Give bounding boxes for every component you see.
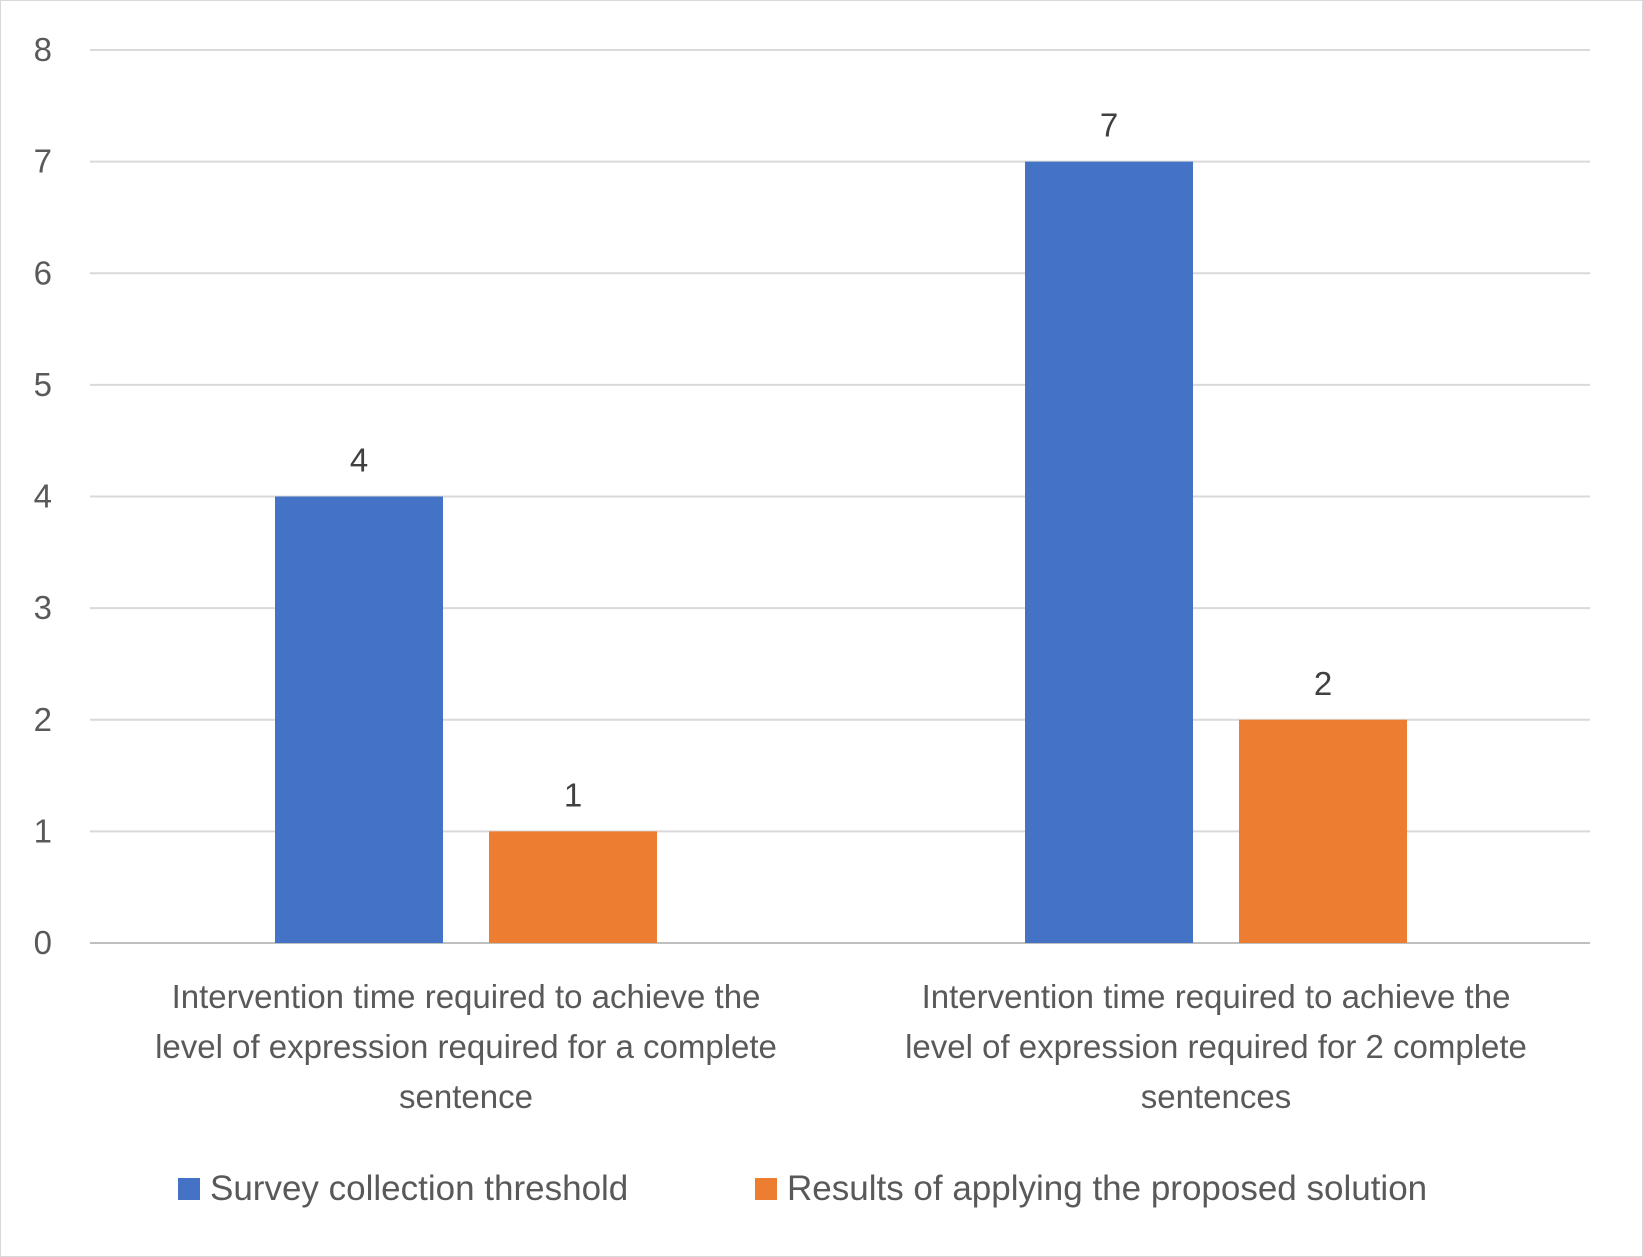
bar-results-1 [1239,719,1407,943]
data-label: 1 [564,776,582,813]
y-tick-label: 1 [34,812,52,849]
data-label: 7 [1100,107,1118,144]
category-label-line: level of expression required for a compl… [155,1028,777,1065]
category-label-line: sentences [1141,1078,1291,1115]
y-tick-label: 7 [34,143,52,180]
legend: Survey collection threshold Results of ap… [178,1169,1427,1208]
legend-swatch [755,1178,777,1200]
bar-survey-0 [275,496,443,943]
y-tick-label: 0 [34,924,52,961]
category-label-line: sentence [399,1078,533,1115]
bar-survey-1 [1025,161,1193,943]
data-label: 4 [350,442,368,479]
y-axis-ticks: 0 1 2 3 4 5 6 7 8 [34,31,52,961]
bar-results-0 [489,831,657,943]
y-tick-label: 4 [34,478,52,515]
category-labels: Intervention time required to achieve th… [155,978,1527,1115]
category-label-line: level of expression required for 2 compl… [905,1028,1527,1065]
legend-label: Survey collection threshold [210,1169,628,1208]
y-tick-label: 6 [34,254,52,291]
legend-swatch [178,1178,200,1200]
data-labels: 4 7 1 2 [350,107,1332,814]
category-label-line: Intervention time required to achieve th… [172,978,761,1015]
data-label: 2 [1314,665,1332,702]
y-tick-label: 3 [34,589,52,626]
bars [275,161,1407,943]
y-tick-label: 5 [34,366,52,403]
y-tick-label: 2 [34,701,52,738]
y-tick-label: 8 [34,31,52,68]
legend-label: Results of applying the proposed solutio… [787,1169,1427,1208]
category-label-line: Intervention time required to achieve th… [922,978,1511,1015]
